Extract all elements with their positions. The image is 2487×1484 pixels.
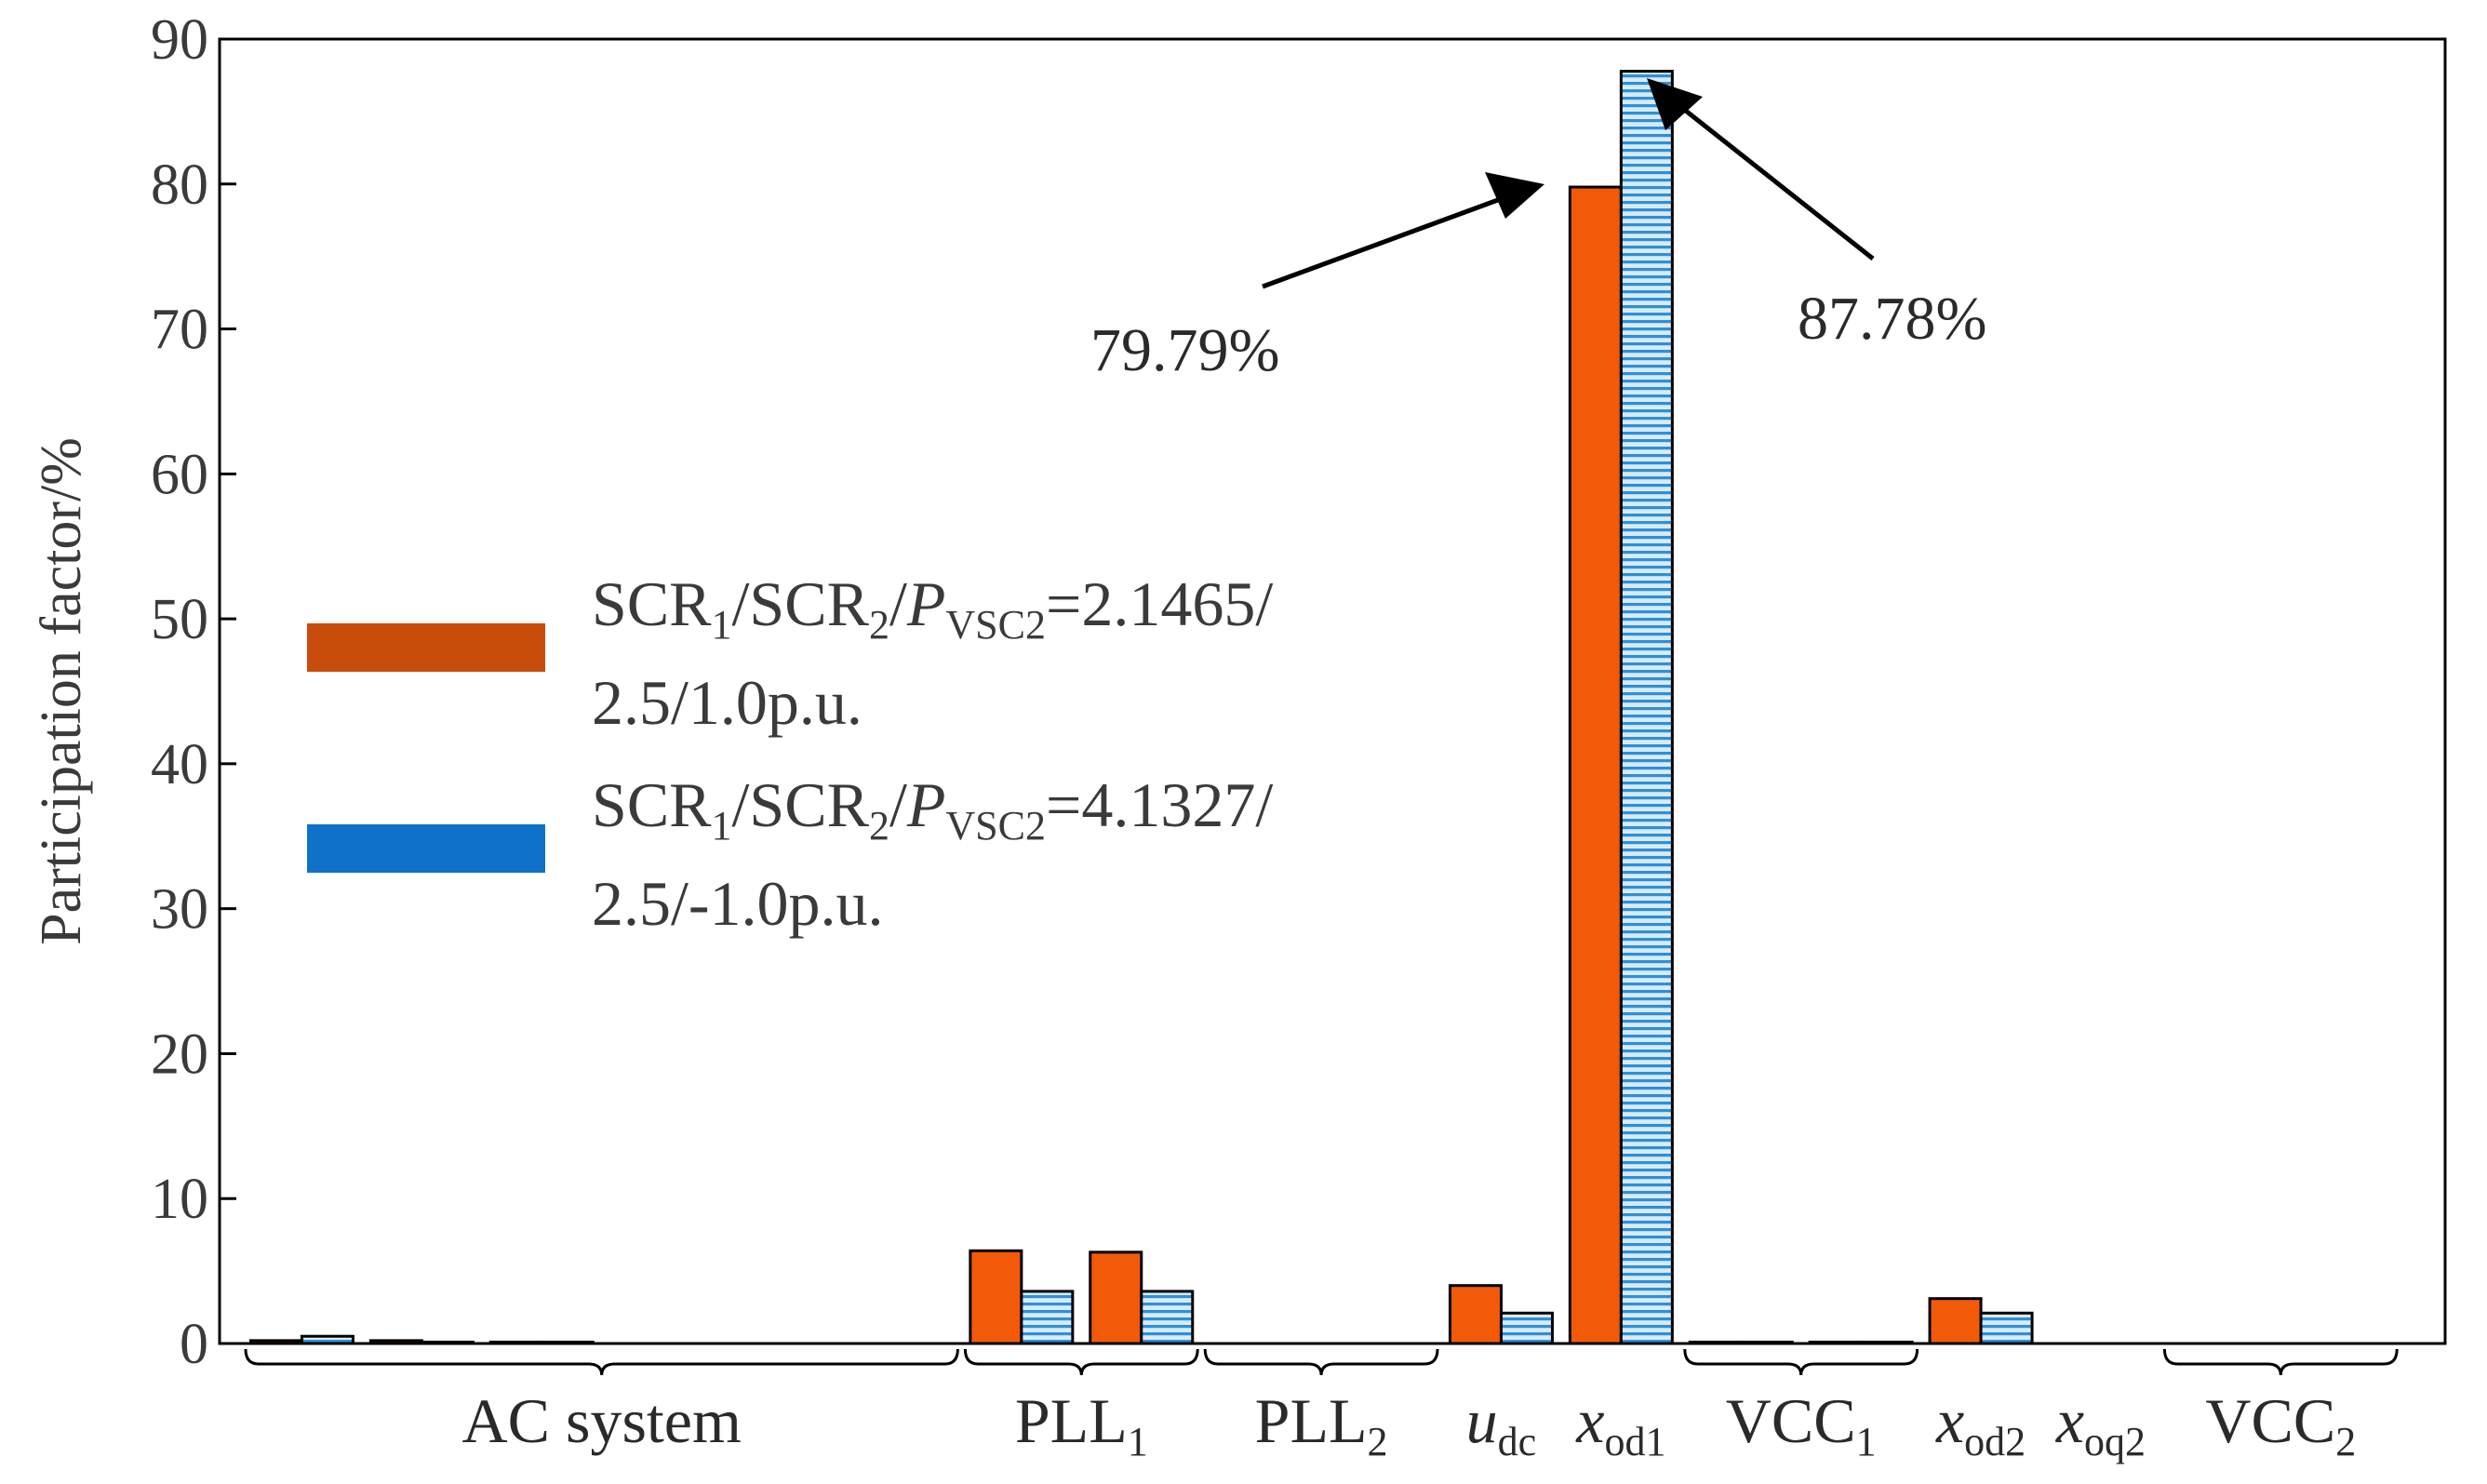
- category-label-8: VCC2: [2205, 1385, 2356, 1464]
- plot-frame: [218, 37, 2447, 1345]
- y-axis: 0 10 20 30 40 50 60 70 80 90: [151, 8, 236, 1376]
- bar-series-1-6: [969, 1249, 1023, 1345]
- legend-label-series-1-line2: 2.5/1.0p.u.: [592, 667, 862, 738]
- y-tick-label-50: 50: [151, 588, 208, 651]
- legend-label-series-2-line2: 2.5/-1.0p.u.: [592, 868, 884, 939]
- group-brace-8: [2162, 1348, 2399, 1376]
- y-axis-title: Participation factor/%: [30, 437, 93, 945]
- category-label-6: xod2: [1935, 1385, 2026, 1464]
- group-brace-2: [1203, 1348, 1439, 1376]
- group-brace-1: [963, 1348, 1199, 1376]
- legend-swatch-series-2: [307, 824, 545, 873]
- annotation-arrowhead-2: [1647, 78, 1703, 130]
- y-tick-label-70: 70: [151, 299, 208, 362]
- bar-series-1-14: [1928, 1297, 1983, 1345]
- category-label-5: VCC1: [1726, 1385, 1877, 1464]
- category-label-1: PLL1: [1015, 1385, 1148, 1464]
- annotation-label-79: 79.79%: [1090, 316, 1279, 384]
- y-tick-label-20: 20: [151, 1023, 208, 1086]
- y-tick-label-0: 0: [180, 1313, 208, 1376]
- group-brace-0: [244, 1348, 959, 1376]
- legend: SCR1/SCR2/PVSC2=2.1465/ 2.5/1.0p.u. SCR1…: [307, 568, 1273, 939]
- bar-series-2-6: [1020, 1290, 1075, 1345]
- annotation-arrow-1: [1262, 194, 1506, 289]
- category-label-0: AC system: [462, 1385, 742, 1456]
- bar-series-2-7: [1140, 1290, 1195, 1345]
- group-brace-5: [1683, 1348, 1919, 1376]
- group-braces: [244, 1348, 2399, 1376]
- bars-layer: [248, 70, 2034, 1345]
- category-label-3: udc: [1466, 1385, 1537, 1464]
- category-label-7: xoq2: [2055, 1385, 2146, 1464]
- y-tick-label-30: 30: [151, 878, 208, 942]
- bar-series-2-10: [1499, 1311, 1554, 1345]
- annotation-arrow-2: [1680, 106, 1875, 261]
- category-labels: AC system PLL1 PLL2 udc xod1 VCC1 xod2 xoq2 VCC2: [462, 1385, 2357, 1464]
- y-tick-label-60: 60: [151, 443, 208, 506]
- legend-label-series-2: SCR1/SCR2/PVSC2=4.1327/: [592, 769, 1273, 849]
- bar-series-2-14: [1979, 1311, 2034, 1345]
- category-label-4: xod1: [1575, 1385, 1665, 1464]
- bar-series-1-7: [1089, 1250, 1143, 1345]
- annotation-label-87: 87.78%: [1798, 285, 1986, 353]
- legend-label-series-1: SCR1/SCR2/PVSC2=2.1465/: [592, 568, 1273, 648]
- bar-series-1-11: [1568, 185, 1623, 1345]
- annotations: 79.79% 87.78%: [1090, 78, 1986, 384]
- bar-series-1-10: [1448, 1284, 1503, 1345]
- bar-series-2-11: [1619, 70, 1674, 1345]
- y-tick-label-40: 40: [151, 733, 208, 796]
- y-tick-label-80: 80: [151, 154, 208, 217]
- annotation-arrowhead-1: [1485, 172, 1544, 219]
- legend-swatch-series-1: [307, 623, 545, 672]
- y-tick-label-10: 10: [151, 1168, 208, 1231]
- category-label-2: PLL2: [1255, 1385, 1388, 1464]
- y-tick-label-90: 90: [151, 8, 208, 72]
